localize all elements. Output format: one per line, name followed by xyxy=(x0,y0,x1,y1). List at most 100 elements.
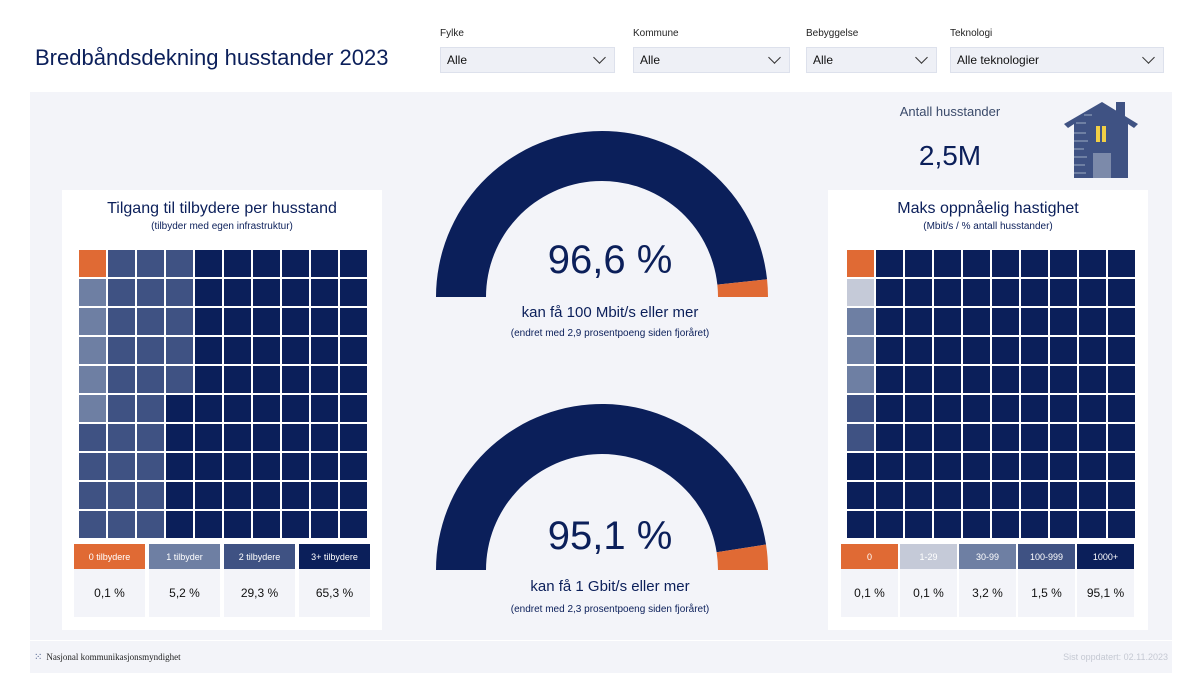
legend-key: 3+ tilbydere xyxy=(299,544,370,569)
dropdown-value: Alle xyxy=(447,53,468,67)
waffle-cell-100-999 xyxy=(847,395,874,422)
waffle-cell-2-tilbydere xyxy=(137,308,164,335)
waffle-cell-1000- xyxy=(934,250,961,277)
legend-item: 1-29 0,1 % xyxy=(900,544,957,617)
providers-legend: 0 tilbydere 0,1 % 1 tilbyder 5,2 % 2 tilbyde… xyxy=(74,544,370,617)
bebyggelse-dropdown[interactable]: Alle xyxy=(806,47,937,73)
waffle-cell-3-tilbydere xyxy=(195,250,222,277)
waffle-cell-1000- xyxy=(876,337,903,364)
legend-key: 100-999 xyxy=(1018,544,1075,569)
waffle-cell-1000- xyxy=(1079,482,1106,509)
page-title: Bredbåndsdekning husstander 2023 xyxy=(35,45,389,70)
waffle-cell-1000- xyxy=(1079,250,1106,277)
chevron-down-icon xyxy=(915,51,928,64)
waffle-cell-2-tilbydere xyxy=(79,482,106,509)
waffle-cell-1000- xyxy=(934,424,961,451)
waffle-cell-3-tilbydere xyxy=(311,453,338,480)
waffle-cell-3-tilbydere xyxy=(282,279,309,306)
waffle-cell-2-tilbydere xyxy=(108,279,135,306)
waffle-cell-1000- xyxy=(905,279,932,306)
waffle-cell-3-tilbydere xyxy=(282,482,309,509)
waffle-cell-1000- xyxy=(1108,424,1135,451)
waffle-cell-3-tilbydere xyxy=(195,337,222,364)
legend-key: 0 xyxy=(841,544,898,569)
legend-value: 5,2 % xyxy=(149,569,220,617)
fylke-dropdown[interactable]: Alle xyxy=(440,47,615,73)
waffle-cell-3-tilbydere xyxy=(282,308,309,335)
waffle-cell-1000- xyxy=(1108,395,1135,422)
org-name: Nasjonal kommunikasjonsmyndighet xyxy=(46,652,181,662)
waffle-cell-1000- xyxy=(905,308,932,335)
legend-key: 30-99 xyxy=(959,544,1016,569)
waffle-cell-100-999 xyxy=(847,424,874,451)
waffle-cell-1000- xyxy=(992,279,1019,306)
waffle-cell-1000- xyxy=(992,511,1019,538)
waffle-cell-2-tilbydere xyxy=(137,366,164,393)
filter-kommune: Kommune Alle xyxy=(633,28,790,73)
waffle-cell-1000- xyxy=(934,453,961,480)
waffle-cell-1000- xyxy=(992,366,1019,393)
waffle-cell-1000- xyxy=(963,424,990,451)
waffle-cell-1-tilbyder xyxy=(79,395,106,422)
waffle-cell-1000- xyxy=(1021,453,1048,480)
waffle-cell-1000- xyxy=(1079,279,1106,306)
providers-title: Tilgang til tilbydere per husstand xyxy=(107,200,337,217)
waffle-cell-1000- xyxy=(1021,337,1048,364)
waffle-cell-1000- xyxy=(1050,453,1077,480)
waffle-cell-1000- xyxy=(876,453,903,480)
waffle-cell-1000- xyxy=(1021,250,1048,277)
providers-subtitle: (tilbyder med egen infrastruktur) xyxy=(151,221,293,232)
waffle-cell-1000- xyxy=(1050,424,1077,451)
teknologi-dropdown[interactable]: Alle teknologier xyxy=(950,47,1164,73)
waffle-cell-1000- xyxy=(905,250,932,277)
legend-item: 2 tilbydere 29,3 % xyxy=(224,544,295,617)
waffle-cell-2-tilbydere xyxy=(166,250,193,277)
waffle-cell-2-tilbydere xyxy=(79,511,106,538)
waffle-cell-3-tilbydere xyxy=(253,424,280,451)
waffle-cell-3-tilbydere xyxy=(253,308,280,335)
filter-label: Fylke xyxy=(440,28,464,39)
waffle-cell-3-tilbydere xyxy=(195,279,222,306)
waffle-cell-3-tilbydere xyxy=(224,424,251,451)
waffle-cell-2-tilbydere xyxy=(137,279,164,306)
waffle-cell-2-tilbydere xyxy=(108,511,135,538)
waffle-cell-3-tilbydere xyxy=(253,337,280,364)
legend-value: 0,1 % xyxy=(900,569,957,617)
waffle-cell-1000- xyxy=(905,511,932,538)
waffle-cell-1000- xyxy=(934,308,961,335)
waffle-cell-1000- xyxy=(934,279,961,306)
waffle-cell-3-tilbydere xyxy=(340,279,367,306)
waffle-cell-1000- xyxy=(1108,279,1135,306)
gauge-caption: kan få 1 Gbit/s eller mer xyxy=(530,578,690,595)
waffle-cell-1000- xyxy=(876,250,903,277)
waffle-cell-3-tilbydere xyxy=(340,366,367,393)
speed-waffle xyxy=(847,250,1135,538)
waffle-cell-1000- xyxy=(876,511,903,538)
waffle-cell-2-tilbydere xyxy=(108,366,135,393)
dropdown-value: Alle teknologier xyxy=(957,53,1040,67)
waffle-cell-3-tilbydere xyxy=(340,482,367,509)
waffle-cell-2-tilbydere xyxy=(166,279,193,306)
waffle-cell-3-tilbydere xyxy=(340,511,367,538)
waffle-cell-2-tilbydere xyxy=(108,250,135,277)
footer: ⁙ Nasjonal kommunikasjonsmyndighet Sist o… xyxy=(30,641,1172,673)
waffle-cell-3-tilbydere xyxy=(224,482,251,509)
waffle-cell-1000- xyxy=(1079,395,1106,422)
legend-item: 1000+ 95,1 % xyxy=(1077,544,1134,617)
gauge-change: (endret med 2,3 prosentpoeng siden fjorå… xyxy=(510,604,710,615)
waffle-cell-3-tilbydere xyxy=(224,511,251,538)
waffle-cell-3-tilbydere xyxy=(166,424,193,451)
waffle-cell-1000- xyxy=(963,453,990,480)
legend-key: 1 tilbyder xyxy=(149,544,220,569)
waffle-cell-3-tilbydere xyxy=(195,424,222,451)
waffle-cell-30-99 xyxy=(847,366,874,393)
waffle-cell-3-tilbydere xyxy=(195,453,222,480)
speed-card: Maks oppnåelig hastighet (Mbit/s / % ant… xyxy=(828,190,1148,630)
kommune-dropdown[interactable]: Alle xyxy=(633,47,790,73)
providers-waffle xyxy=(79,250,367,538)
gauge-change: (endret med 2,9 prosentpoeng siden fjorå… xyxy=(510,328,710,339)
waffle-cell-3-tilbydere xyxy=(224,395,251,422)
waffle-cell-3-tilbydere xyxy=(340,308,367,335)
waffle-cell-3-tilbydere xyxy=(253,250,280,277)
waffle-cell-2-tilbydere xyxy=(108,395,135,422)
